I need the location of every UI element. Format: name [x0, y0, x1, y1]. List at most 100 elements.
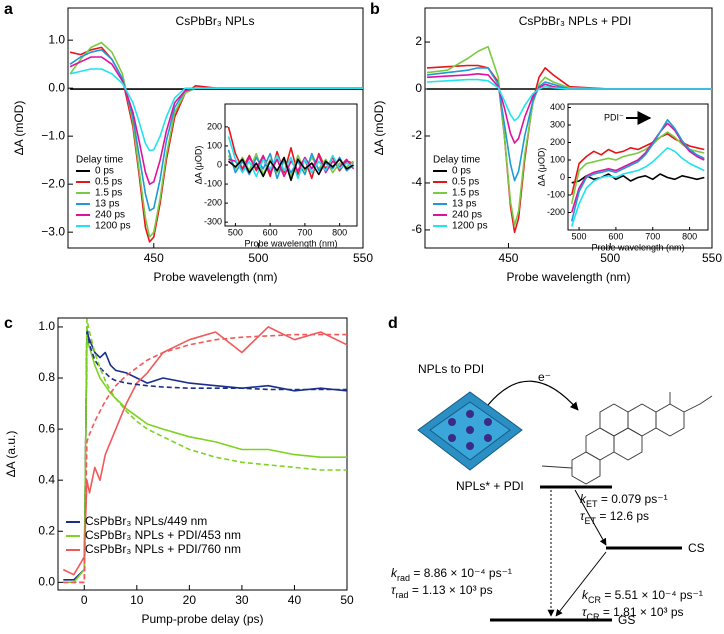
y-tick-label: −1.0 [41, 128, 65, 142]
plot-frame [57, 317, 348, 591]
series-line [570, 119, 705, 222]
series-line [227, 149, 355, 180]
rate-value: = 1.13 × 10³ ps [409, 583, 493, 597]
legend-label: 0.5 ps [452, 177, 479, 188]
legend-label: 240 ps [95, 210, 125, 221]
x-tick-label: 10 [130, 593, 144, 607]
panel: 450 500 550 2 0 -2 -4 -6 b CsPbBr₃ NPLs + PDI Prob… [370, 1, 722, 284]
y-tick-label: -200 [547, 207, 565, 217]
y-tick-label: 0.0 [38, 575, 55, 589]
fit-line [63, 333, 347, 584]
plot-frame [424, 7, 713, 249]
y-tick-label: −2.0 [41, 176, 65, 190]
x-tick-label: 700 [645, 231, 660, 241]
legend-label: 1.5 ps [95, 188, 122, 199]
y-tick-label: 300 [550, 119, 565, 129]
x-tick-label: 500 [572, 231, 587, 241]
series-line [63, 338, 347, 584]
y-tick-label: -200 [204, 198, 222, 208]
x-tick-label: 600 [608, 231, 623, 241]
panel-label: d [388, 315, 398, 332]
y-tick-label: 0.8 [38, 370, 55, 384]
y-tick-label: 0 [560, 172, 565, 182]
rate-label: kCR = 5.51 × 10⁻⁴ ps⁻¹ [582, 588, 703, 605]
rate-value: = 12.6 ps [596, 509, 649, 523]
inset-y-label: ΔA (μOD) [193, 146, 203, 185]
x-tick-label: 500 [248, 251, 268, 265]
legend-label: 1200 ps [95, 221, 131, 232]
y-tick-label: 100 [550, 154, 565, 164]
y-tick-label: −3.0 [41, 224, 65, 238]
x-axis-label: Probe wavelength (nm) [153, 270, 277, 284]
rate-symbol: k [582, 588, 589, 602]
rate-label: τCR = 1.81 × 10³ ps [582, 605, 684, 622]
series-line [227, 152, 355, 178]
diagram-title: NPLs to PDI [418, 362, 484, 376]
x-tick-label: 550 [702, 251, 722, 265]
x-axis-label: Pump-probe delay (ps) [141, 612, 263, 626]
rate-subscript: rad [396, 590, 409, 600]
legend-label: 1.5 ps [452, 188, 479, 199]
y-tick-label: 200 [207, 121, 222, 131]
legend-title: Delay time [76, 155, 124, 166]
rate-value: = 8.86 × 10⁻⁴ ps⁻¹ [410, 566, 512, 580]
y-axis-label: ΔA (mOD) [372, 101, 386, 156]
series-line [570, 147, 705, 227]
x-tick-label: 550 [353, 251, 373, 265]
legend-label: CsPbBr₃ NPLs + PDI/760 nm [85, 542, 241, 556]
x-tick-label: 40 [288, 593, 302, 607]
rate-subscript: CR [588, 595, 601, 605]
nanoplatelet [417, 391, 523, 471]
rate-symbol: k [391, 566, 398, 580]
rate-value: = 5.51 × 10⁻⁴ ps⁻¹ [601, 588, 703, 602]
panel-label: c [4, 315, 13, 332]
rate-label: τrad = 1.13 × 10³ ps [391, 583, 493, 600]
chart-title: CsPbBr₃ NPLs [176, 14, 255, 28]
y-tick-label: 200 [550, 137, 565, 147]
chart-title: CsPbBr₃ NPLs + PDI [519, 14, 632, 28]
series-line [426, 64, 712, 234]
fit-line [63, 326, 347, 584]
x-tick-label: 450 [144, 251, 164, 265]
legend-label: 13 ps [95, 199, 119, 210]
legend-label: 0 ps [452, 166, 471, 177]
y-tick-label: 0 [217, 159, 222, 169]
rate-symbol: τ [582, 605, 588, 619]
y-tick-label: -100 [204, 178, 222, 188]
x-tick-label: 600 [263, 227, 278, 237]
electron-label: e⁻ [538, 370, 551, 384]
series-line [570, 131, 705, 204]
rate-value: = 1.81 × 10³ ps [600, 605, 684, 619]
series-line [69, 68, 363, 152]
y-tick-label: 1.0 [48, 32, 65, 46]
panel-label: b [370, 1, 380, 18]
y-tick-label: -2 [411, 128, 422, 142]
rate-label: τET = 12.6 ps [580, 509, 649, 526]
x-tick-label: 500 [600, 251, 620, 265]
series-line [570, 122, 705, 213]
x-tick-label: 500 [228, 227, 243, 237]
rate-subscript: rad [397, 573, 410, 583]
fit-line [63, 318, 347, 584]
x-axis-label: Probe wavelength (nm) [506, 270, 630, 284]
rate-subscript: ET [586, 499, 598, 509]
series-line [227, 136, 354, 180]
legend-label: 13 ps [452, 199, 476, 210]
y-axis-label: ΔA (mOD) [12, 101, 26, 156]
x-tick-label: 700 [297, 227, 312, 237]
y-tick-label: 0 [415, 81, 422, 95]
legend-label: 0.5 ps [95, 177, 122, 188]
panel-label: a [4, 1, 13, 18]
inset-x-label: Probe wavelength (nm) [591, 242, 684, 252]
level-label: GS [618, 613, 635, 627]
legend-label: 240 ps [452, 210, 482, 221]
inset-y-label: ΔA (μOD) [536, 148, 546, 187]
plot-frame [67, 7, 364, 249]
plot-frame [567, 103, 709, 231]
legend-title: Delay time [433, 155, 481, 166]
x-tick-label: 50 [340, 593, 354, 607]
y-tick-label: 2 [415, 34, 422, 48]
pdi-molecule [541, 392, 713, 485]
y-tick-label: 100 [207, 140, 222, 150]
